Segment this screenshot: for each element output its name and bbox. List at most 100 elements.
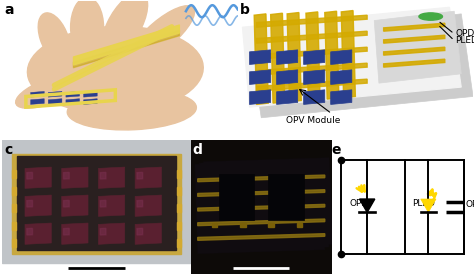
Polygon shape	[383, 23, 445, 31]
Polygon shape	[48, 99, 62, 104]
Polygon shape	[249, 50, 271, 65]
Polygon shape	[383, 59, 445, 67]
Text: d: d	[192, 143, 202, 157]
Polygon shape	[62, 167, 88, 188]
Bar	[240, 223, 246, 227]
Polygon shape	[25, 223, 51, 244]
Bar	[176, 239, 181, 247]
Polygon shape	[27, 172, 33, 179]
Polygon shape	[64, 172, 69, 179]
Text: b: b	[240, 3, 250, 17]
Polygon shape	[256, 79, 367, 91]
Polygon shape	[198, 204, 325, 211]
Bar	[12, 154, 181, 254]
Polygon shape	[62, 195, 88, 216]
Polygon shape	[256, 47, 367, 59]
Polygon shape	[137, 228, 143, 235]
Bar	[176, 187, 181, 195]
Text: OPD: OPD	[456, 29, 474, 38]
Polygon shape	[341, 10, 356, 98]
Polygon shape	[31, 99, 44, 104]
Ellipse shape	[16, 74, 83, 108]
Polygon shape	[100, 200, 106, 207]
Polygon shape	[304, 90, 325, 104]
Polygon shape	[25, 195, 51, 216]
Polygon shape	[64, 228, 69, 235]
Polygon shape	[198, 234, 325, 240]
Bar	[12, 187, 17, 195]
Text: a: a	[5, 3, 14, 17]
Polygon shape	[421, 199, 436, 212]
Polygon shape	[27, 228, 33, 235]
Ellipse shape	[71, 0, 103, 57]
Polygon shape	[276, 70, 298, 84]
Polygon shape	[256, 15, 367, 27]
Polygon shape	[137, 200, 143, 207]
Polygon shape	[325, 11, 339, 99]
Polygon shape	[331, 70, 352, 84]
Polygon shape	[249, 90, 271, 104]
Polygon shape	[66, 99, 80, 104]
Polygon shape	[195, 160, 325, 254]
Polygon shape	[137, 172, 143, 179]
Polygon shape	[83, 91, 97, 97]
Polygon shape	[135, 195, 162, 216]
Polygon shape	[331, 90, 352, 104]
Bar	[219, 174, 254, 220]
Text: e: e	[332, 143, 341, 157]
Bar	[297, 223, 302, 227]
Polygon shape	[306, 12, 320, 100]
Bar	[12, 239, 17, 247]
Polygon shape	[287, 13, 301, 102]
Polygon shape	[99, 223, 125, 244]
Text: OPD: OPD	[349, 199, 369, 208]
Polygon shape	[135, 223, 162, 244]
Polygon shape	[276, 50, 298, 65]
Polygon shape	[198, 175, 325, 182]
Polygon shape	[254, 14, 268, 104]
Text: PLED: PLED	[456, 36, 474, 45]
Ellipse shape	[419, 13, 442, 20]
Polygon shape	[198, 219, 325, 226]
Polygon shape	[25, 167, 51, 188]
Bar	[268, 174, 304, 220]
Polygon shape	[304, 70, 325, 84]
Ellipse shape	[67, 90, 196, 130]
Ellipse shape	[38, 13, 70, 63]
Text: PLED: PLED	[412, 199, 435, 208]
Polygon shape	[100, 228, 106, 235]
Polygon shape	[383, 35, 445, 43]
Bar	[176, 222, 181, 230]
Bar	[12, 222, 17, 230]
Text: OPV: OPV	[466, 200, 474, 209]
Polygon shape	[383, 47, 445, 55]
Polygon shape	[374, 11, 461, 83]
Polygon shape	[249, 14, 473, 118]
Polygon shape	[256, 31, 367, 43]
Polygon shape	[64, 200, 69, 207]
Polygon shape	[99, 195, 125, 216]
Polygon shape	[27, 200, 33, 207]
Polygon shape	[83, 99, 97, 104]
Polygon shape	[304, 50, 325, 65]
Polygon shape	[271, 13, 285, 103]
Polygon shape	[99, 167, 125, 188]
Polygon shape	[242, 7, 461, 107]
Polygon shape	[135, 167, 162, 188]
Bar	[268, 223, 274, 227]
Polygon shape	[66, 91, 80, 97]
Bar	[12, 170, 17, 178]
Bar	[12, 204, 17, 212]
Polygon shape	[48, 91, 62, 97]
Ellipse shape	[130, 6, 194, 62]
Text: c: c	[4, 143, 12, 157]
Polygon shape	[199, 159, 329, 251]
Polygon shape	[100, 172, 106, 179]
Polygon shape	[256, 63, 367, 75]
Polygon shape	[198, 190, 325, 196]
Polygon shape	[62, 223, 88, 244]
Bar	[18, 156, 175, 250]
Bar	[176, 170, 181, 178]
Ellipse shape	[27, 26, 203, 113]
Ellipse shape	[102, 0, 147, 57]
